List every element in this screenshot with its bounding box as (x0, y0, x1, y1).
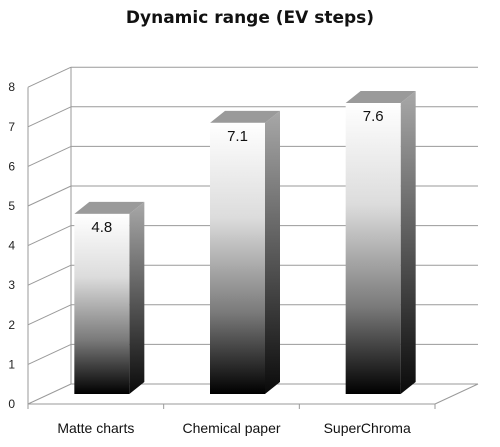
gridline-diagonal (27, 304, 72, 326)
bar-top (345, 91, 416, 104)
floor-right-edge (434, 383, 479, 405)
y-tick-label: 1 (8, 357, 15, 371)
gridline-diagonal (27, 106, 72, 128)
bar-side (400, 91, 416, 394)
gridline-diagonal (27, 225, 72, 247)
data-label: 7.1 (227, 128, 248, 145)
bar (210, 122, 265, 394)
y-tick-label: 2 (8, 318, 15, 332)
x-tick-label: SuperChroma (324, 420, 411, 436)
bar-side (265, 110, 280, 394)
y-tick-label: 5 (8, 199, 15, 213)
bar-top (210, 110, 280, 123)
y-tick-label: 7 (8, 120, 15, 134)
y-tick-label: 6 (8, 159, 15, 173)
gridline-diagonal (27, 145, 72, 167)
data-label: 7.6 (363, 108, 384, 125)
y-tick-label: 3 (8, 278, 15, 292)
gridline-diagonal (27, 383, 72, 405)
x-tick-label: Chemical paper (182, 420, 280, 436)
y-tick-label: 4 (8, 239, 15, 253)
bar (74, 213, 130, 394)
gridline-diagonal (27, 185, 72, 207)
bar (345, 103, 401, 394)
data-label: 4.8 (91, 219, 112, 236)
x-tick-label: Matte charts (57, 420, 134, 436)
chart-title: Dynamic range (EV steps) (125, 8, 375, 28)
y-tick-label: 8 (8, 80, 15, 94)
bar-side (129, 201, 145, 394)
y-tick-label: 0 (8, 397, 15, 411)
gridline-diagonal (27, 343, 72, 365)
bar-top (74, 201, 145, 214)
gridline-diagonal (27, 264, 72, 286)
gridline-diagonal (27, 66, 72, 88)
